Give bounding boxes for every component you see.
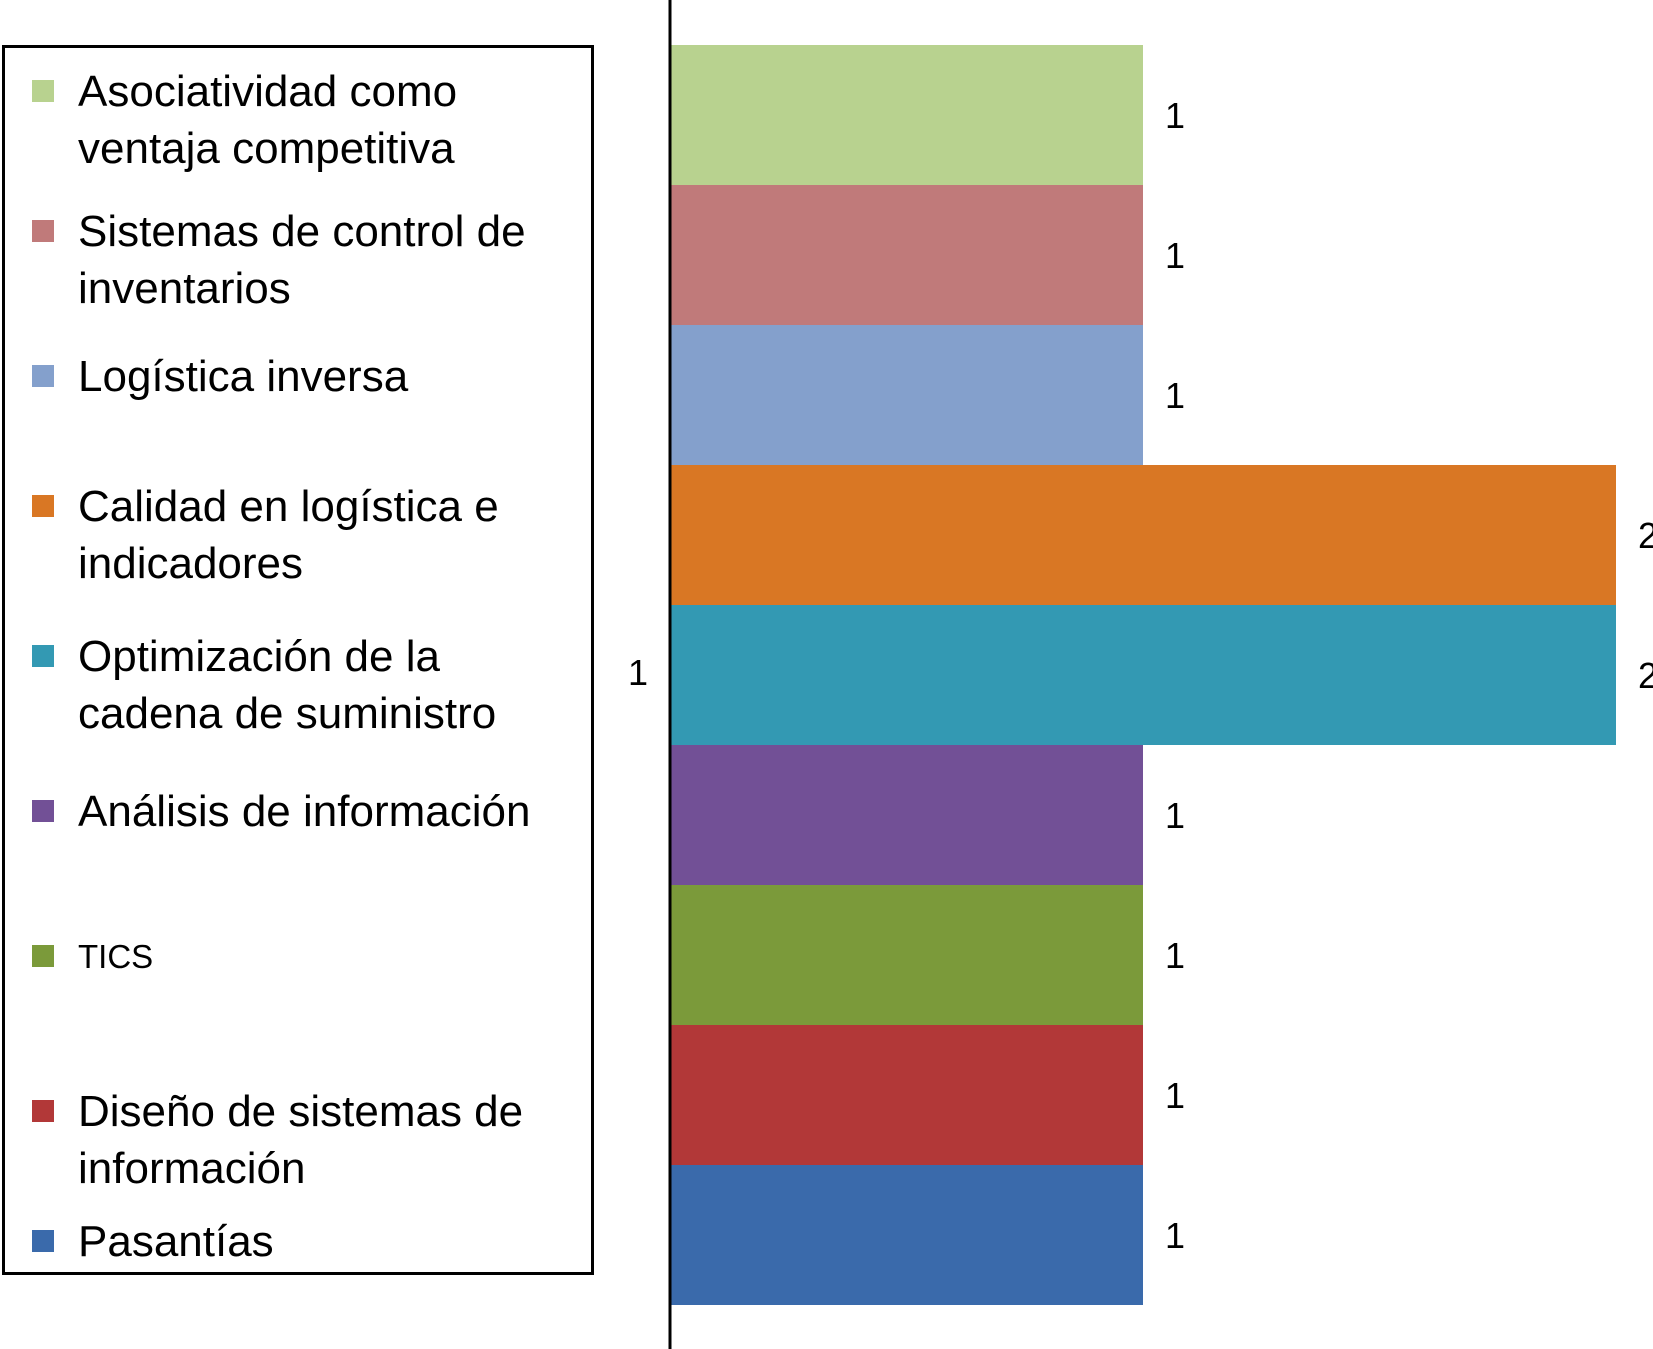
bar	[670, 185, 1143, 325]
legend-label: Pasantías	[78, 1217, 274, 1266]
legend-label: Análisis de información	[78, 787, 531, 836]
bar-value-label: 2	[1638, 515, 1653, 556]
bar	[670, 465, 1616, 605]
legend-swatch	[32, 495, 54, 517]
bar-value-label: 1	[1165, 935, 1185, 976]
legend-swatch	[32, 1100, 54, 1122]
legend-label: Optimización de la cadena de suministro	[78, 632, 497, 738]
value-labels-layer: 1 1 1 2 2 1 1 1 1	[1165, 95, 1653, 1256]
legend-swatch	[32, 800, 54, 822]
bar-value-label: 1	[1165, 235, 1185, 276]
bar-value-label: 1	[1165, 795, 1185, 836]
legend-swatch	[32, 220, 54, 242]
legend-label: Sistemas de control de inventarios	[78, 207, 526, 313]
legend-swatch	[32, 1230, 54, 1252]
bar-value-label: 1	[1165, 1075, 1185, 1116]
legend-label: Calidad en logística e indicadores	[78, 482, 499, 588]
bar	[670, 1165, 1143, 1305]
bar	[670, 605, 1616, 745]
legend-swatch	[32, 645, 54, 667]
bar-value-label: 1	[1165, 1215, 1185, 1256]
legend-swatch	[32, 945, 54, 967]
bars-layer	[670, 45, 1616, 1305]
axis-tick-label: 1	[628, 652, 648, 693]
legend-label: Diseño de sistemas de información	[78, 1087, 524, 1193]
bar	[670, 1025, 1143, 1165]
bar	[670, 885, 1143, 1025]
bar-value-label: 1	[1165, 375, 1185, 416]
bar	[670, 745, 1143, 885]
bar	[670, 45, 1143, 185]
bar	[670, 325, 1143, 465]
legend-swatch	[32, 80, 54, 102]
legend-label: TICS	[78, 938, 154, 975]
bar-value-label: 1	[1165, 95, 1185, 136]
legend-label: Asociatividad como ventaja competitiva	[78, 67, 458, 173]
legend-label: Logística inversa	[78, 352, 409, 401]
bar-value-label: 2	[1638, 655, 1653, 696]
legend: Asociatividad como ventaja competitiva Si…	[2, 45, 594, 1275]
legend-swatch	[32, 365, 54, 387]
